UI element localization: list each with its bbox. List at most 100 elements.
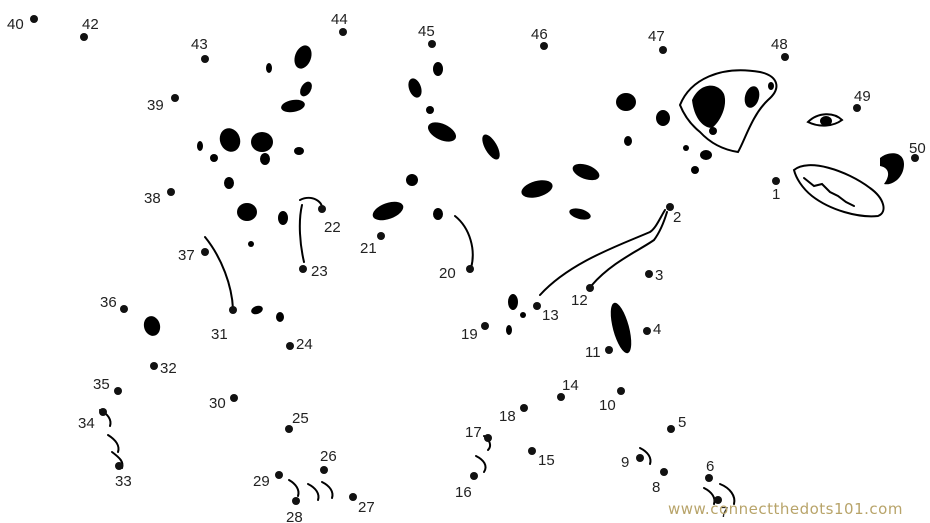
dot-label-7: 7 bbox=[720, 504, 728, 521]
dot-label-11: 11 bbox=[585, 344, 601, 361]
dot-label-9: 9 bbox=[621, 454, 629, 471]
dot-label-34: 34 bbox=[78, 415, 95, 432]
dot-label-2: 2 bbox=[673, 209, 681, 226]
dot-label-35: 35 bbox=[93, 376, 110, 393]
dot-label-48: 48 bbox=[771, 36, 788, 53]
dot-44 bbox=[339, 28, 347, 36]
dot-15 bbox=[528, 447, 536, 455]
dot-10 bbox=[617, 387, 625, 395]
dot-label-50: 50 bbox=[909, 140, 926, 157]
dot-39 bbox=[171, 94, 179, 102]
dot-label-30: 30 bbox=[209, 395, 226, 412]
dot-16 bbox=[470, 472, 478, 480]
dot-label-17: 17 bbox=[465, 424, 482, 441]
dot-18 bbox=[520, 404, 528, 412]
dot-38 bbox=[167, 188, 175, 196]
dot-label-32: 32 bbox=[160, 360, 177, 377]
dot-49 bbox=[853, 104, 861, 112]
dot-23 bbox=[299, 265, 307, 273]
dot-45 bbox=[428, 40, 436, 48]
dalmatian-outline-art bbox=[99, 45, 904, 505]
dot-11 bbox=[605, 346, 613, 354]
dot-4 bbox=[643, 327, 651, 335]
dot-label-31: 31 bbox=[211, 326, 228, 343]
dot-label-14: 14 bbox=[562, 377, 579, 394]
dot-35 bbox=[114, 387, 122, 395]
watermark-text[interactable]: www.connectthedots101.com bbox=[668, 500, 903, 518]
dot-label-47: 47 bbox=[648, 28, 665, 45]
dot-label-19: 19 bbox=[461, 326, 478, 343]
dot-1 bbox=[772, 177, 780, 185]
dot-22 bbox=[318, 205, 326, 213]
dot-label-16: 16 bbox=[455, 484, 472, 501]
dot-label-8: 8 bbox=[652, 479, 660, 496]
dot-8 bbox=[660, 468, 668, 476]
dot-24 bbox=[286, 342, 294, 350]
dot-46 bbox=[540, 42, 548, 50]
dot-label-28: 28 bbox=[286, 509, 303, 523]
dot-label-12: 12 bbox=[571, 292, 588, 309]
dot-label-5: 5 bbox=[678, 414, 686, 431]
dot-28 bbox=[292, 497, 300, 505]
dot-label-42: 42 bbox=[82, 16, 99, 33]
dot-label-20: 20 bbox=[439, 265, 456, 282]
dot-40 bbox=[30, 15, 38, 23]
dot-label-21: 21 bbox=[360, 240, 377, 257]
dot-label-6: 6 bbox=[706, 458, 714, 475]
dot-label-27: 27 bbox=[358, 499, 375, 516]
dot-33 bbox=[115, 462, 123, 470]
dot-26 bbox=[320, 466, 328, 474]
dot-label-23: 23 bbox=[311, 263, 328, 280]
dot-label-15: 15 bbox=[538, 452, 555, 469]
dot-label-40: 40 bbox=[7, 16, 24, 33]
dot-47 bbox=[659, 46, 667, 54]
dot-17 bbox=[484, 434, 492, 442]
dot-50 bbox=[911, 154, 919, 162]
dot-2 bbox=[666, 203, 674, 211]
dot-25 bbox=[285, 425, 293, 433]
dot-label-36: 36 bbox=[100, 294, 117, 311]
dot-36 bbox=[120, 305, 128, 313]
dot-6 bbox=[705, 474, 713, 482]
dot-label-37: 37 bbox=[178, 247, 195, 264]
dot-label-3: 3 bbox=[655, 267, 663, 284]
dot-label-49: 49 bbox=[854, 88, 871, 105]
dot-label-4: 4 bbox=[653, 321, 661, 338]
dot-29 bbox=[275, 471, 283, 479]
dot-27 bbox=[349, 493, 357, 501]
dot-label-29: 29 bbox=[253, 473, 270, 490]
dot-label-24: 24 bbox=[296, 336, 313, 353]
dot-13 bbox=[533, 302, 541, 310]
dot-3 bbox=[645, 270, 653, 278]
dot-label-26: 26 bbox=[320, 448, 337, 465]
dot-48 bbox=[781, 53, 789, 61]
dot-label-45: 45 bbox=[418, 23, 435, 40]
dot-9 bbox=[636, 454, 644, 462]
dot-label-33: 33 bbox=[115, 473, 132, 490]
dot-label-1: 1 bbox=[772, 186, 780, 203]
dot-34 bbox=[99, 408, 107, 416]
dot-label-18: 18 bbox=[499, 408, 516, 425]
dot-label-10: 10 bbox=[599, 397, 616, 414]
dot-12 bbox=[586, 284, 594, 292]
dot-label-22: 22 bbox=[324, 219, 341, 236]
dot-label-46: 46 bbox=[531, 26, 548, 43]
dot-30 bbox=[230, 394, 238, 402]
dot-label-39: 39 bbox=[147, 97, 164, 114]
dot-37 bbox=[201, 248, 209, 256]
dot-20 bbox=[466, 265, 474, 273]
dot-label-44: 44 bbox=[331, 11, 348, 28]
dot-label-13: 13 bbox=[542, 307, 559, 324]
dot-31 bbox=[229, 306, 237, 314]
numbered-dots: 1234567891011121314151617181920212223242… bbox=[7, 11, 926, 523]
dot-label-25: 25 bbox=[292, 410, 309, 427]
dot-32 bbox=[150, 362, 158, 370]
dot-19 bbox=[481, 322, 489, 330]
dot-label-43: 43 bbox=[191, 36, 208, 53]
dot-14 bbox=[557, 393, 565, 401]
dot-label-38: 38 bbox=[144, 190, 161, 207]
dot-43 bbox=[201, 55, 209, 63]
dot-5 bbox=[667, 425, 675, 433]
dot-42 bbox=[80, 33, 88, 41]
